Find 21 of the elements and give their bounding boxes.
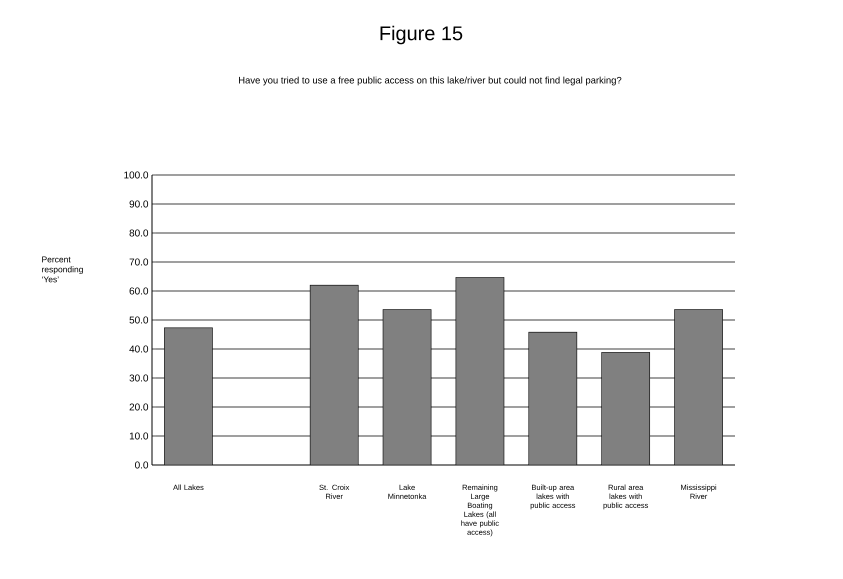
y-tick-label: 10.0 xyxy=(130,432,148,440)
bar xyxy=(456,277,504,465)
bar xyxy=(601,352,650,465)
bar xyxy=(674,309,723,465)
bar xyxy=(310,284,359,465)
y-tick-label: 70.0 xyxy=(130,258,148,266)
y-tick-label: 30.0 xyxy=(129,374,148,382)
y-tick-label: 100.0 xyxy=(124,171,148,179)
bar xyxy=(164,328,213,465)
y-tick-label: 40.0 xyxy=(129,345,148,353)
bar xyxy=(528,332,578,465)
chart-title: Figure 15 xyxy=(380,26,462,44)
bar xyxy=(382,309,432,465)
y-tick-label: 90.0 xyxy=(130,200,148,208)
y-tick-label: 0.0 xyxy=(135,461,148,469)
y-tick-label: 20.0 xyxy=(130,403,148,411)
y-tick-label: 80.0 xyxy=(130,229,148,237)
y-tick-label: 60.0 xyxy=(130,287,148,295)
chart-subtitle: Have you tried to use a free public access on this lake/river but could not find legal parking? xyxy=(239,76,622,86)
y-tick-label: 50.0 xyxy=(129,316,148,324)
y-axis-title: Percent responding ‘Yes’ xyxy=(42,256,83,282)
